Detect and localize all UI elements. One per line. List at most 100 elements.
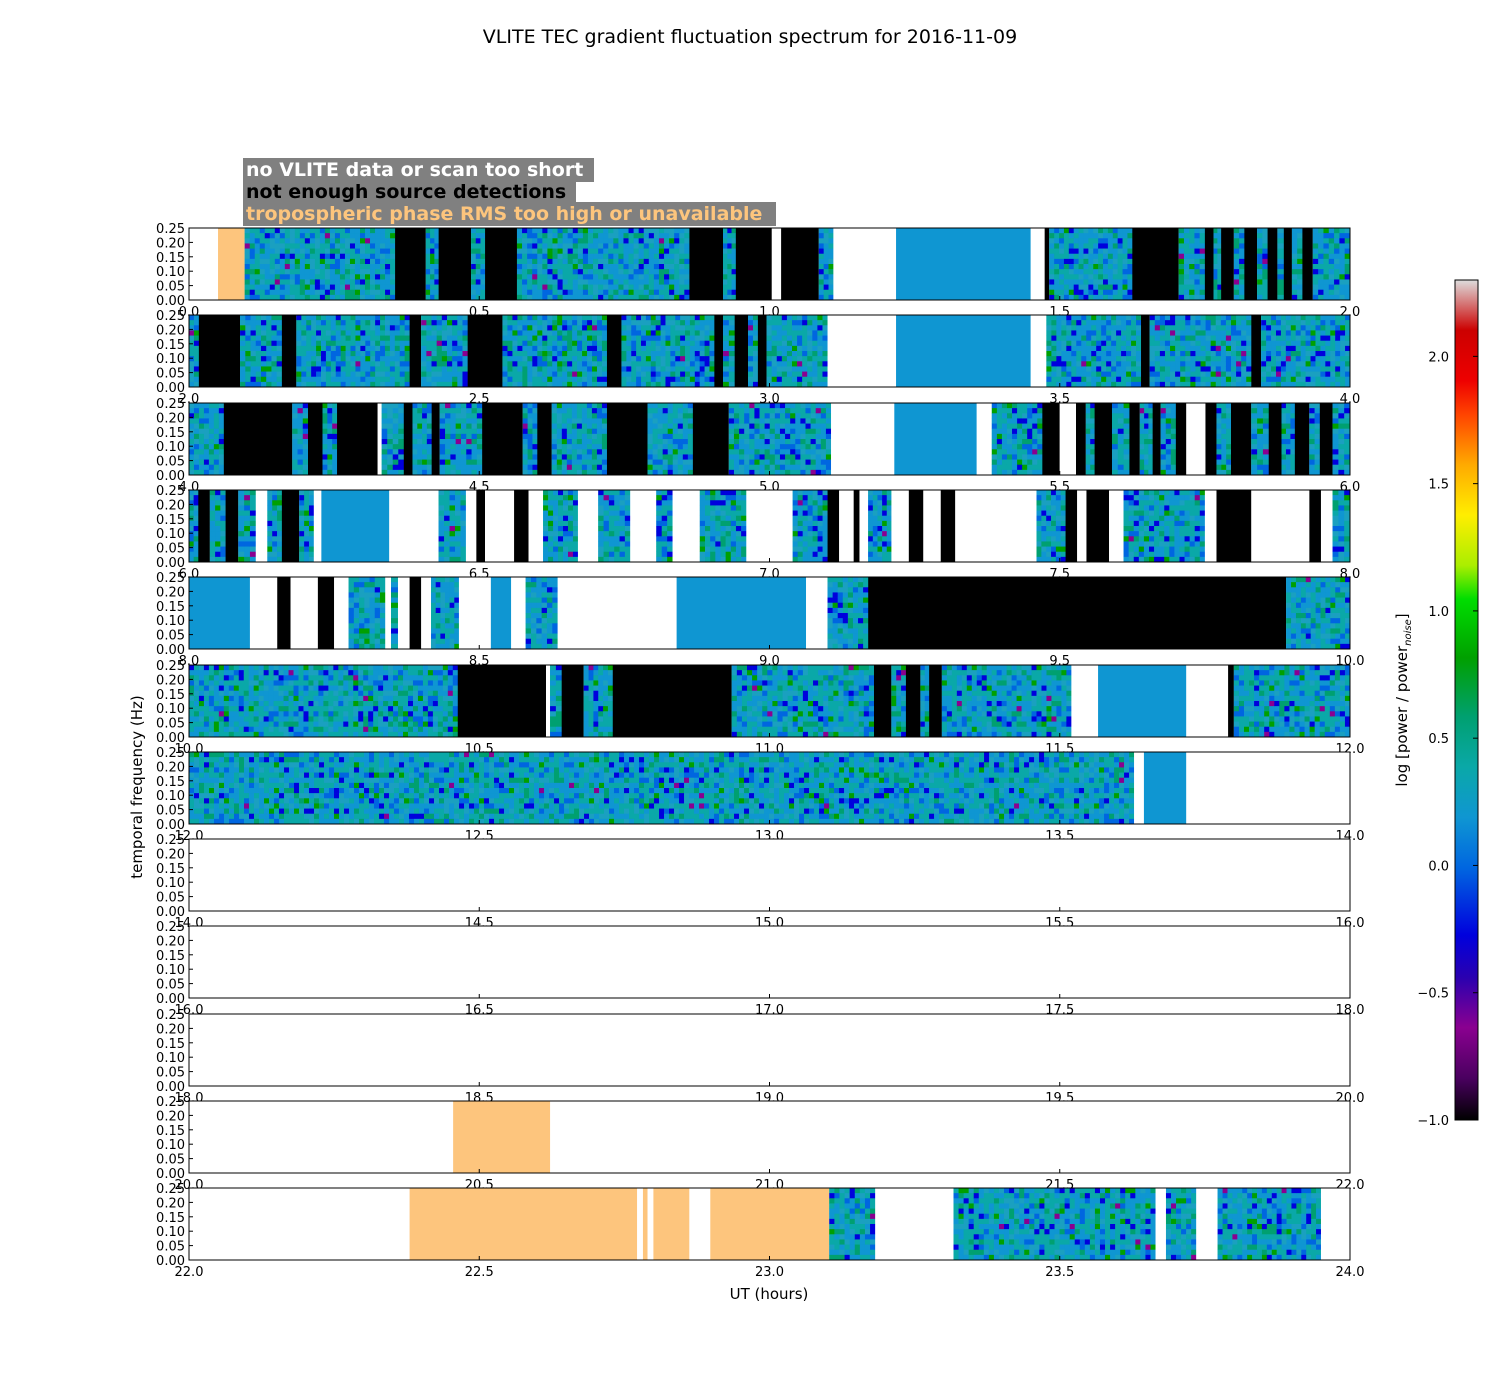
- spectrum-cell: [365, 248, 371, 255]
- spectrum-cell: [314, 274, 321, 280]
- spectrum-cell: [597, 371, 603, 378]
- spectrum-cell: [1225, 340, 1232, 347]
- spectrum-cell: [1001, 464, 1008, 471]
- spectrum-cell: [284, 243, 291, 249]
- spectrum-cell: [370, 228, 376, 234]
- spectrum-cell: [417, 433, 423, 440]
- spectrum-cell: [684, 264, 690, 270]
- spectrum-cell: [727, 279, 732, 285]
- spectrum-cell: [694, 366, 700, 372]
- spectrum-cell: [269, 264, 276, 270]
- spectrum-cell: [375, 335, 381, 342]
- spectrum-cell: [355, 315, 361, 321]
- spectrum-cell: [1149, 376, 1156, 383]
- spectrum-cell: [1291, 238, 1298, 244]
- spectrum-cell: [471, 433, 478, 440]
- spectrum-cell: [198, 449, 205, 455]
- spectrum-cell: [380, 228, 386, 234]
- spectrum-cell: [817, 376, 823, 383]
- spectrum-cell: [1117, 243, 1123, 249]
- spectrum-cell: [596, 459, 603, 466]
- spectrum-cell: [572, 315, 578, 321]
- spectrum-cell: [582, 345, 588, 352]
- spectrum-cell: [667, 403, 674, 409]
- panel-1-mask-segment-23: [1251, 315, 1262, 387]
- spectrum-cell: [547, 330, 553, 336]
- spectrum-cell: [822, 340, 828, 347]
- spectrum-cell: [507, 376, 513, 383]
- spectrum-cell: [339, 264, 346, 270]
- spectrum-cell: [991, 469, 998, 476]
- spectrum-cell: [193, 376, 200, 383]
- spectrum-cell: [462, 351, 468, 357]
- spectrum-cell: [1194, 269, 1200, 275]
- spectrum-cell: [633, 289, 639, 296]
- spectrum-cell: [1290, 371, 1297, 378]
- spectrum-cell: [598, 264, 604, 270]
- spectrum-cell: [596, 454, 603, 460]
- spectrum-cell: [645, 335, 652, 342]
- spectrum-cell: [542, 253, 548, 260]
- spectrum-cell: [638, 264, 645, 270]
- spectrum-cell: [1220, 376, 1227, 383]
- spectrum-cell: [385, 274, 391, 280]
- spectrum-cell: [786, 335, 793, 342]
- spectrum-cell: [562, 248, 568, 255]
- spectrum-cell: [817, 315, 823, 321]
- spectrum-cell: [340, 330, 346, 336]
- spectrum-cell: [828, 274, 834, 280]
- spectrum-cell: [591, 449, 598, 455]
- spectrum-cell: [213, 423, 220, 430]
- spectrum-cell: [1200, 320, 1206, 326]
- spectrum-cell: [1271, 345, 1277, 352]
- spectrum-cell: [667, 418, 674, 424]
- spectrum-cell: [1239, 279, 1245, 285]
- spectrum-cell: [593, 233, 599, 239]
- spectrum-cell: [517, 345, 523, 352]
- spectrum-cell: [480, 248, 486, 255]
- spectrum-cell: [670, 376, 676, 383]
- spectrum-cell: [1233, 233, 1240, 239]
- spectrum-cell: [759, 428, 765, 435]
- spectrum-cell: [1300, 351, 1306, 357]
- spectrum-cell: [306, 335, 312, 342]
- spectrum-cell: [375, 356, 381, 362]
- spectrum-cell: [1178, 258, 1185, 265]
- spectrum-cell: [316, 330, 322, 336]
- spectrum-cell: [1117, 238, 1123, 244]
- spectrum-cell: [475, 253, 481, 260]
- spectrum-cell: [189, 403, 195, 409]
- spectrum-cell: [1068, 264, 1075, 270]
- spectrum-cell: [749, 439, 755, 445]
- spectrum-cell: [330, 335, 337, 342]
- spectrum-cell: [557, 351, 563, 357]
- spectrum-cell: [674, 243, 680, 249]
- spectrum-cell: [733, 444, 740, 450]
- spectrum-cell: [728, 366, 735, 372]
- panel-1-data-segment-12: [723, 315, 735, 388]
- spectrum-cell: [566, 423, 573, 430]
- spectrum-cell: [728, 444, 735, 450]
- spectrum-cell: [1091, 361, 1097, 367]
- spectrum-cell: [571, 413, 578, 419]
- spectrum-cell: [1086, 381, 1092, 388]
- spectrum-cell: [1290, 381, 1297, 388]
- spectrum-cell: [601, 366, 608, 372]
- spectrum-cell: [450, 449, 456, 455]
- spectrum-cell: [587, 274, 594, 280]
- spectrum-cell: [613, 238, 619, 244]
- spectrum-cell: [628, 238, 634, 244]
- spectrum-cell: [332, 418, 338, 424]
- spectrum-cell: [648, 274, 655, 280]
- spectrum-cell: [807, 376, 813, 383]
- spectrum-cell: [1159, 381, 1166, 388]
- spectrum-cell: [404, 381, 410, 388]
- spectrum-cell: [1285, 371, 1292, 378]
- spectrum-cell: [766, 325, 772, 331]
- spectrum-cell: [597, 361, 603, 367]
- spectrum-cell: [276, 361, 283, 367]
- spectrum-cell: [665, 366, 671, 372]
- spectrum-cell: [643, 279, 650, 285]
- spectrum-cell: [1261, 376, 1267, 383]
- spectrum-cell: [1215, 325, 1222, 331]
